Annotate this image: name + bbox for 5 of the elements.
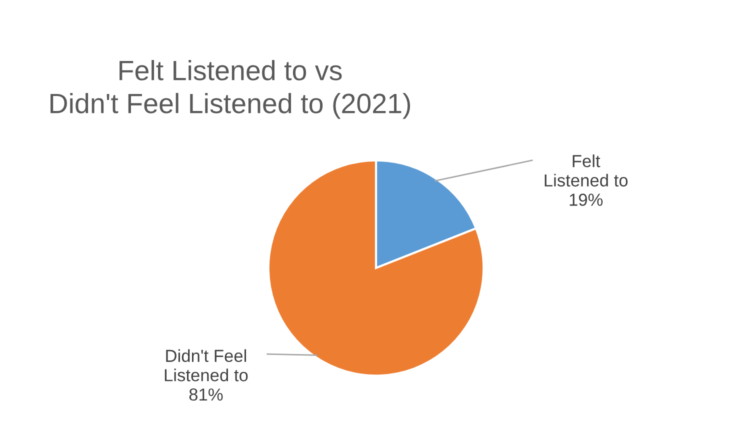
slice-label: Felt Listened to [544, 154, 628, 187]
data-label: 81% [189, 388, 223, 401]
chart-title: Felt Listened to vs Didn't Feel Listened to (2021) [50, 60, 410, 119]
slice-label: Didn't Feel Listened to [164, 349, 248, 382]
data-label: 19% [570, 194, 603, 206]
